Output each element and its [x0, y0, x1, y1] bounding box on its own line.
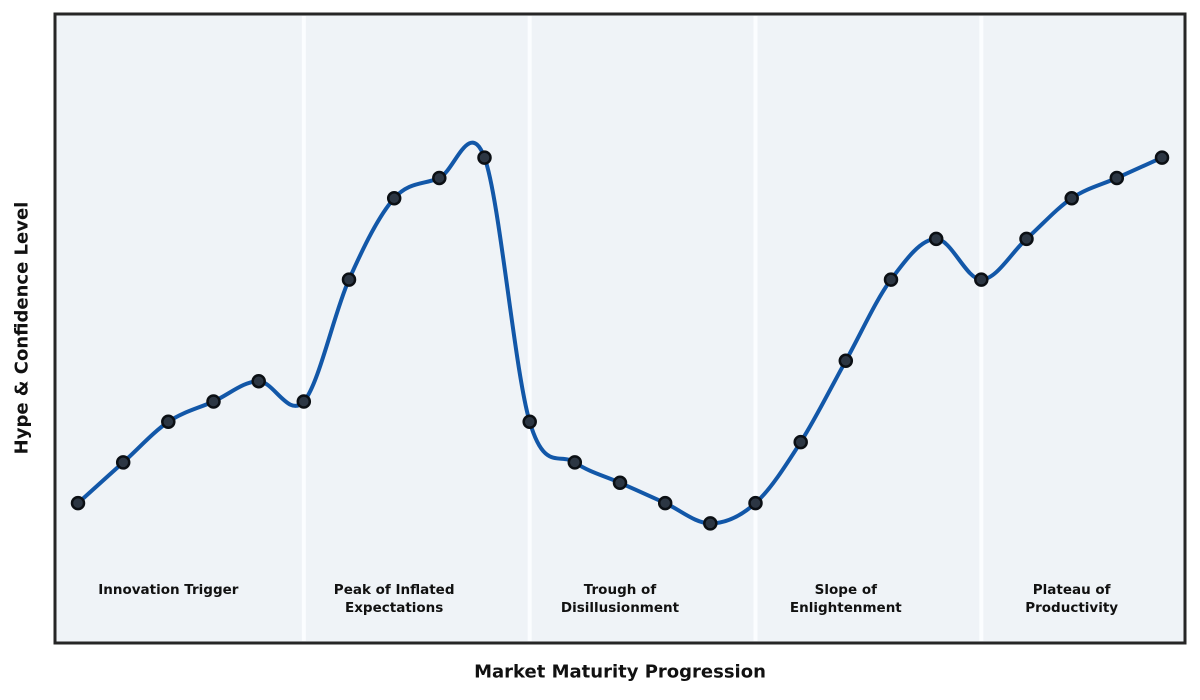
phase-label-line: Plateau of [1033, 582, 1111, 598]
phase-label-line: Innovation Trigger [98, 582, 239, 598]
data-point-marker [567, 455, 583, 470]
phase-label: Innovation Trigger [98, 582, 239, 598]
phase-separator [979, 16, 984, 641]
data-point-marker [793, 434, 808, 450]
data-point-marker [522, 414, 537, 430]
hype-curve-line [76, 140, 1164, 526]
plot-area [53, 12, 1187, 645]
phase-separator [527, 16, 532, 641]
phase-separator [753, 16, 758, 641]
phase-label: Peak of Inflated Expectations [334, 582, 455, 616]
data-point-marker [341, 272, 357, 287]
data-point-marker [1154, 150, 1170, 165]
data-point-marker [1019, 231, 1034, 247]
data-point-marker [974, 272, 989, 287]
phase-label-line: Trough of [584, 582, 657, 598]
data-point-marker [1064, 191, 1079, 206]
data-point-marker [386, 191, 402, 206]
phase-label-line: Productivity [1025, 600, 1118, 616]
y-axis-label: Hype & Confidence Level [11, 201, 33, 455]
phase-label-line: Slope of [815, 582, 877, 598]
phase-label-line: Expectations [345, 600, 443, 616]
data-point-marker [432, 170, 447, 186]
phase-label-line: Peak of Inflated [334, 582, 455, 598]
phase-label: Plateau of Productivity [1025, 582, 1118, 616]
data-point-marker [928, 231, 944, 247]
data-point-marker [883, 272, 899, 287]
data-point-marker [296, 394, 312, 409]
data-point-marker [206, 394, 221, 409]
phase-separator [301, 16, 306, 641]
phase-label: Slope of Enlightenment [790, 582, 902, 616]
data-point-marker [1109, 170, 1125, 186]
phase-label: Trough of Disillusionment [561, 582, 680, 616]
x-axis-label: Market Maturity Progression [474, 661, 766, 683]
phase-label-line: Enlightenment [790, 600, 902, 616]
data-point-marker [703, 516, 718, 531]
data-point-marker [612, 475, 628, 491]
data-point-marker [477, 150, 492, 165]
data-point-marker [838, 353, 854, 369]
data-point-marker [115, 455, 131, 470]
data-point-marker [748, 495, 763, 511]
data-point-marker [657, 495, 673, 511]
phase-label-line: Disillusionment [561, 600, 680, 616]
data-point-marker [70, 495, 86, 511]
data-point-marker [251, 373, 266, 389]
data-point-marker [161, 414, 176, 430]
